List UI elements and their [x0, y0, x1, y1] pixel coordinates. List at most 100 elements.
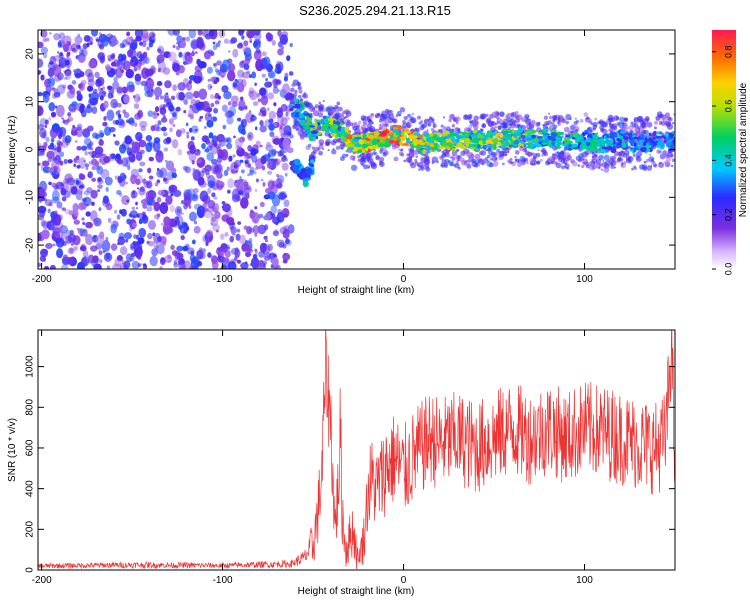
ridge-halo-blob	[410, 118, 416, 124]
noise-blob	[133, 67, 138, 72]
noise-blob	[146, 68, 155, 76]
ridge-blob	[628, 136, 633, 140]
noise-blob	[65, 118, 71, 123]
noise-blob	[88, 93, 92, 98]
noise-blob	[261, 51, 267, 57]
ridge-halo-blob	[460, 150, 466, 156]
noise-blob	[72, 203, 79, 212]
ridge-halo-blob	[539, 158, 543, 162]
ridge-halo-blob	[403, 115, 408, 121]
ridge-halo-blob	[565, 157, 570, 162]
noise-blob	[52, 243, 56, 247]
noise-blob	[165, 195, 173, 205]
noise-blob	[97, 177, 102, 182]
noise-blob	[88, 97, 97, 106]
noise-blob	[47, 167, 55, 173]
noise-blob	[174, 206, 183, 217]
ridge-halo-blob	[464, 149, 471, 155]
ridge-halo-blob	[560, 159, 566, 164]
ridge-halo-blob	[616, 157, 622, 163]
noise-blob	[134, 174, 143, 185]
noise-blob	[58, 53, 64, 59]
ridge-halo-blob	[653, 126, 657, 130]
ridge-halo-blob	[385, 123, 389, 127]
y-tick-label: 600	[25, 439, 36, 456]
noise-blob	[86, 125, 94, 132]
noise-blob	[175, 219, 180, 226]
ridge-halo-blob	[419, 125, 425, 131]
noise-blob	[180, 200, 185, 205]
noise-blob	[196, 58, 202, 66]
noise-blob	[262, 154, 271, 162]
ridge-halo-blob	[514, 150, 520, 155]
noise-blob	[194, 148, 201, 156]
noise-blob	[180, 128, 186, 134]
ridge-halo-blob	[474, 153, 481, 160]
noise-blob	[57, 51, 60, 54]
noise-blob	[148, 220, 156, 230]
noise-blob	[145, 77, 155, 90]
noise-blob	[156, 58, 161, 65]
noise-blob	[143, 263, 147, 267]
ridge-halo-blob	[603, 166, 610, 173]
ridge-blob	[599, 148, 606, 154]
ridge-halo-blob	[654, 164, 657, 167]
snr-panel: -200 -100 0 100 0 200 400 600 800 1000 Height of…	[7, 329, 676, 597]
ridge-blob	[621, 141, 627, 148]
ridge-blob	[517, 127, 523, 133]
noise-blob	[159, 265, 164, 269]
ridge-blob	[382, 130, 389, 134]
ridge-halo-blob	[518, 146, 524, 152]
noise-blob	[49, 61, 54, 65]
ridge-blob	[555, 146, 562, 149]
ridge-blob	[589, 143, 593, 148]
ridge-halo-blob	[339, 156, 345, 162]
ridge-halo-blob	[378, 156, 385, 163]
noise-blob	[125, 36, 133, 45]
noise-blob	[135, 131, 143, 142]
noise-blob	[97, 86, 102, 92]
ridge-halo-blob	[318, 139, 325, 145]
noise-blob	[233, 164, 238, 169]
ridge-blob	[413, 141, 418, 147]
noise-blob	[210, 51, 215, 57]
noise-blob	[267, 92, 275, 100]
ridge-blob	[315, 119, 322, 124]
noise-blob	[185, 122, 189, 127]
ridge-blob	[373, 145, 377, 150]
noise-blob	[87, 173, 91, 178]
noise-blob	[72, 185, 78, 194]
noise-blob	[40, 74, 45, 81]
ridge-halo-blob	[311, 146, 316, 150]
ridge-halo-blob	[501, 162, 505, 166]
noise-blob	[210, 102, 215, 108]
noise-blob	[188, 127, 193, 133]
noise-blob	[140, 199, 148, 205]
noise-blob	[201, 195, 211, 204]
noise-blob	[196, 158, 202, 164]
noise-blob	[169, 105, 175, 112]
snr-y-axis-label: SNR (10 * v/v)	[7, 418, 18, 482]
ridge-halo-blob	[531, 152, 535, 156]
ridge-halo-blob	[441, 159, 447, 165]
noise-blob	[98, 207, 102, 212]
noise-blob	[145, 180, 153, 189]
noise-blob	[186, 226, 190, 231]
noise-blob	[211, 135, 219, 145]
ridge-halo-blob	[662, 150, 667, 155]
ridge-halo-blob	[480, 115, 485, 120]
noise-blob	[51, 196, 60, 204]
ridge-blob	[586, 142, 591, 145]
ridge-blob	[494, 134, 498, 139]
noise-blob	[148, 175, 154, 180]
ridge-halo-blob	[494, 125, 498, 129]
noise-blob	[52, 147, 57, 151]
noise-blob	[170, 244, 175, 251]
ridge-halo-blob	[318, 143, 324, 150]
ridge-halo-blob	[565, 120, 570, 125]
ridge-halo-blob	[392, 118, 398, 124]
ridge-halo-blob	[498, 150, 505, 158]
ridge-blob	[535, 142, 541, 148]
noise-blob	[216, 146, 221, 152]
noise-blob	[275, 151, 279, 154]
